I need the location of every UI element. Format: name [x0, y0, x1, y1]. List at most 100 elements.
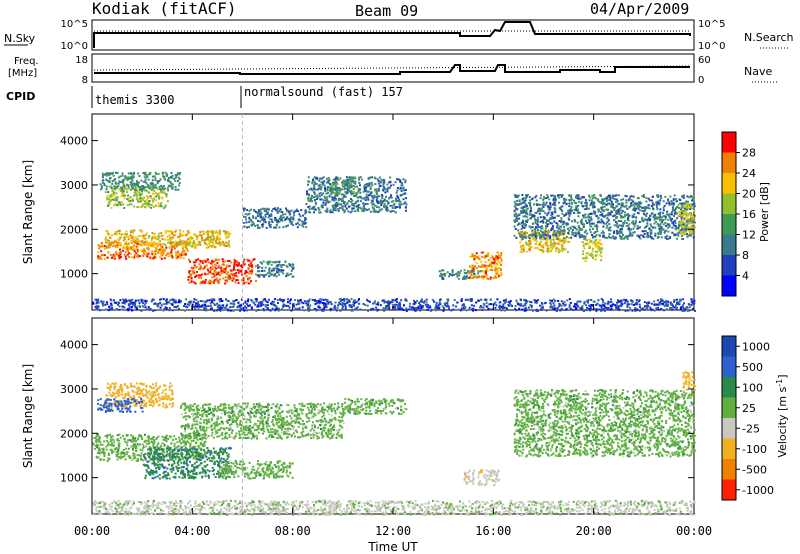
heatmap-cell: [615, 200, 618, 203]
heatmap-cell: [521, 230, 524, 233]
heatmap-cell: [437, 306, 440, 309]
heatmap-cell: [500, 309, 503, 312]
heatmap-cell: [394, 205, 397, 208]
heatmap-cell: [648, 199, 651, 202]
heatmap-cell: [620, 211, 623, 214]
heatmap-cell: [465, 309, 468, 312]
heatmap-cell: [380, 178, 383, 181]
heatmap-cell: [152, 237, 155, 240]
heatmap-cell: [595, 234, 598, 237]
heatmap-cell: [401, 182, 403, 185]
heatmap-cell: [111, 198, 114, 201]
heatmap-cell: [562, 242, 565, 245]
heatmap-cell: [481, 263, 483, 266]
heatmap-cell: [188, 281, 191, 284]
heatmap-cell: [260, 208, 262, 211]
heatmap-cell: [395, 197, 398, 200]
heatmap-cell: [568, 194, 571, 197]
heatmap-cell: [233, 269, 236, 272]
heatmap-cell: [135, 183, 138, 186]
heatmap-cell: [574, 307, 577, 310]
heatmap-cell: [672, 308, 674, 311]
heatmap-cell: [277, 302, 279, 304]
heatmap-cell: [547, 206, 550, 209]
heatmap-cell: [536, 222, 539, 225]
heatmap-cell: [608, 227, 611, 230]
heatmap-cell: [124, 255, 127, 258]
heatmap-cell: [597, 299, 600, 302]
heatmap-cell: [670, 219, 673, 222]
heatmap-cell: [538, 248, 541, 251]
heatmap-cell: [588, 216, 590, 219]
heatmap-cell: [573, 234, 576, 237]
heatmap-cell: [668, 223, 671, 226]
heatmap-cell: [113, 204, 116, 207]
heatmap-cell: [597, 241, 599, 244]
heatmap-cell: [521, 224, 524, 227]
heatmap-cell: [672, 206, 674, 209]
heatmap-cell: [497, 276, 500, 279]
heatmap-cell: [574, 209, 577, 212]
heatmap-cell: [199, 234, 202, 236]
heatmap-cell: [156, 180, 159, 183]
heatmap-cell: [313, 199, 316, 202]
heatmap-cell: [679, 199, 682, 201]
heatmap-cell: [308, 299, 310, 302]
heatmap-cell: [163, 303, 166, 306]
heatmap-cell: [313, 192, 316, 195]
heatmap-cell: [552, 236, 555, 238]
heatmap-cell: [381, 194, 384, 197]
heatmap-cell: [134, 299, 137, 302]
heatmap-cell: [552, 238, 555, 241]
heatmap-cell: [615, 224, 618, 227]
heatmap-cell: [683, 207, 686, 210]
heatmap-cell: [521, 202, 524, 205]
heatmap-cell: [133, 250, 136, 253]
heatmap-cell: [188, 243, 191, 246]
heatmap-cell: [295, 303, 298, 306]
heatmap-cell: [556, 214, 559, 217]
heatmap-cell: [186, 248, 188, 251]
heatmap-cell: [607, 198, 610, 201]
heatmap-cell: [685, 200, 688, 203]
heatmap-cell: [396, 199, 399, 202]
heatmap-cell: [687, 222, 689, 225]
heatmap-cell: [616, 222, 619, 225]
heatmap-cell: [620, 231, 623, 234]
heatmap-cell: [331, 183, 333, 186]
heatmap-cell: [250, 220, 253, 223]
heatmap-cell: [540, 309, 543, 311]
heatmap-cell: [629, 232, 632, 235]
heatmap-cell: [222, 277, 225, 280]
heatmap-cell: [132, 182, 135, 185]
heatmap-cell: [559, 230, 562, 233]
heatmap-cell: [243, 225, 246, 228]
heatmap-cell: [606, 198, 608, 201]
heatmap-cell: [156, 193, 159, 196]
heatmap-cell: [208, 299, 211, 302]
heatmap-cell: [565, 235, 568, 238]
heatmap-cell: [490, 266, 493, 269]
heatmap-cell: [136, 198, 139, 201]
heatmap-cell: [319, 198, 322, 201]
heatmap-cell: [143, 176, 146, 179]
heatmap-cell: [106, 256, 109, 259]
heatmap-cell: [110, 242, 113, 245]
heatmap-cell: [560, 244, 563, 247]
heatmap-cell: [352, 188, 355, 190]
heatmap-cell: [274, 261, 277, 264]
heatmap-cell: [555, 222, 558, 224]
heatmap-cell: [164, 171, 167, 174]
heatmap-cell: [123, 207, 126, 209]
heatmap-cell: [100, 250, 103, 253]
heatmap-cell: [134, 193, 137, 196]
heatmap-cell: [169, 242, 172, 245]
heatmap-cell: [630, 228, 633, 231]
heatmap-cell: [582, 216, 585, 219]
heatmap-cell: [542, 198, 545, 201]
heatmap-cell: [541, 249, 544, 252]
heatmap-cell: [373, 196, 376, 199]
heatmap-cell: [92, 302, 95, 305]
heatmap-cell: [199, 243, 202, 246]
heatmap-cell: [485, 267, 488, 270]
